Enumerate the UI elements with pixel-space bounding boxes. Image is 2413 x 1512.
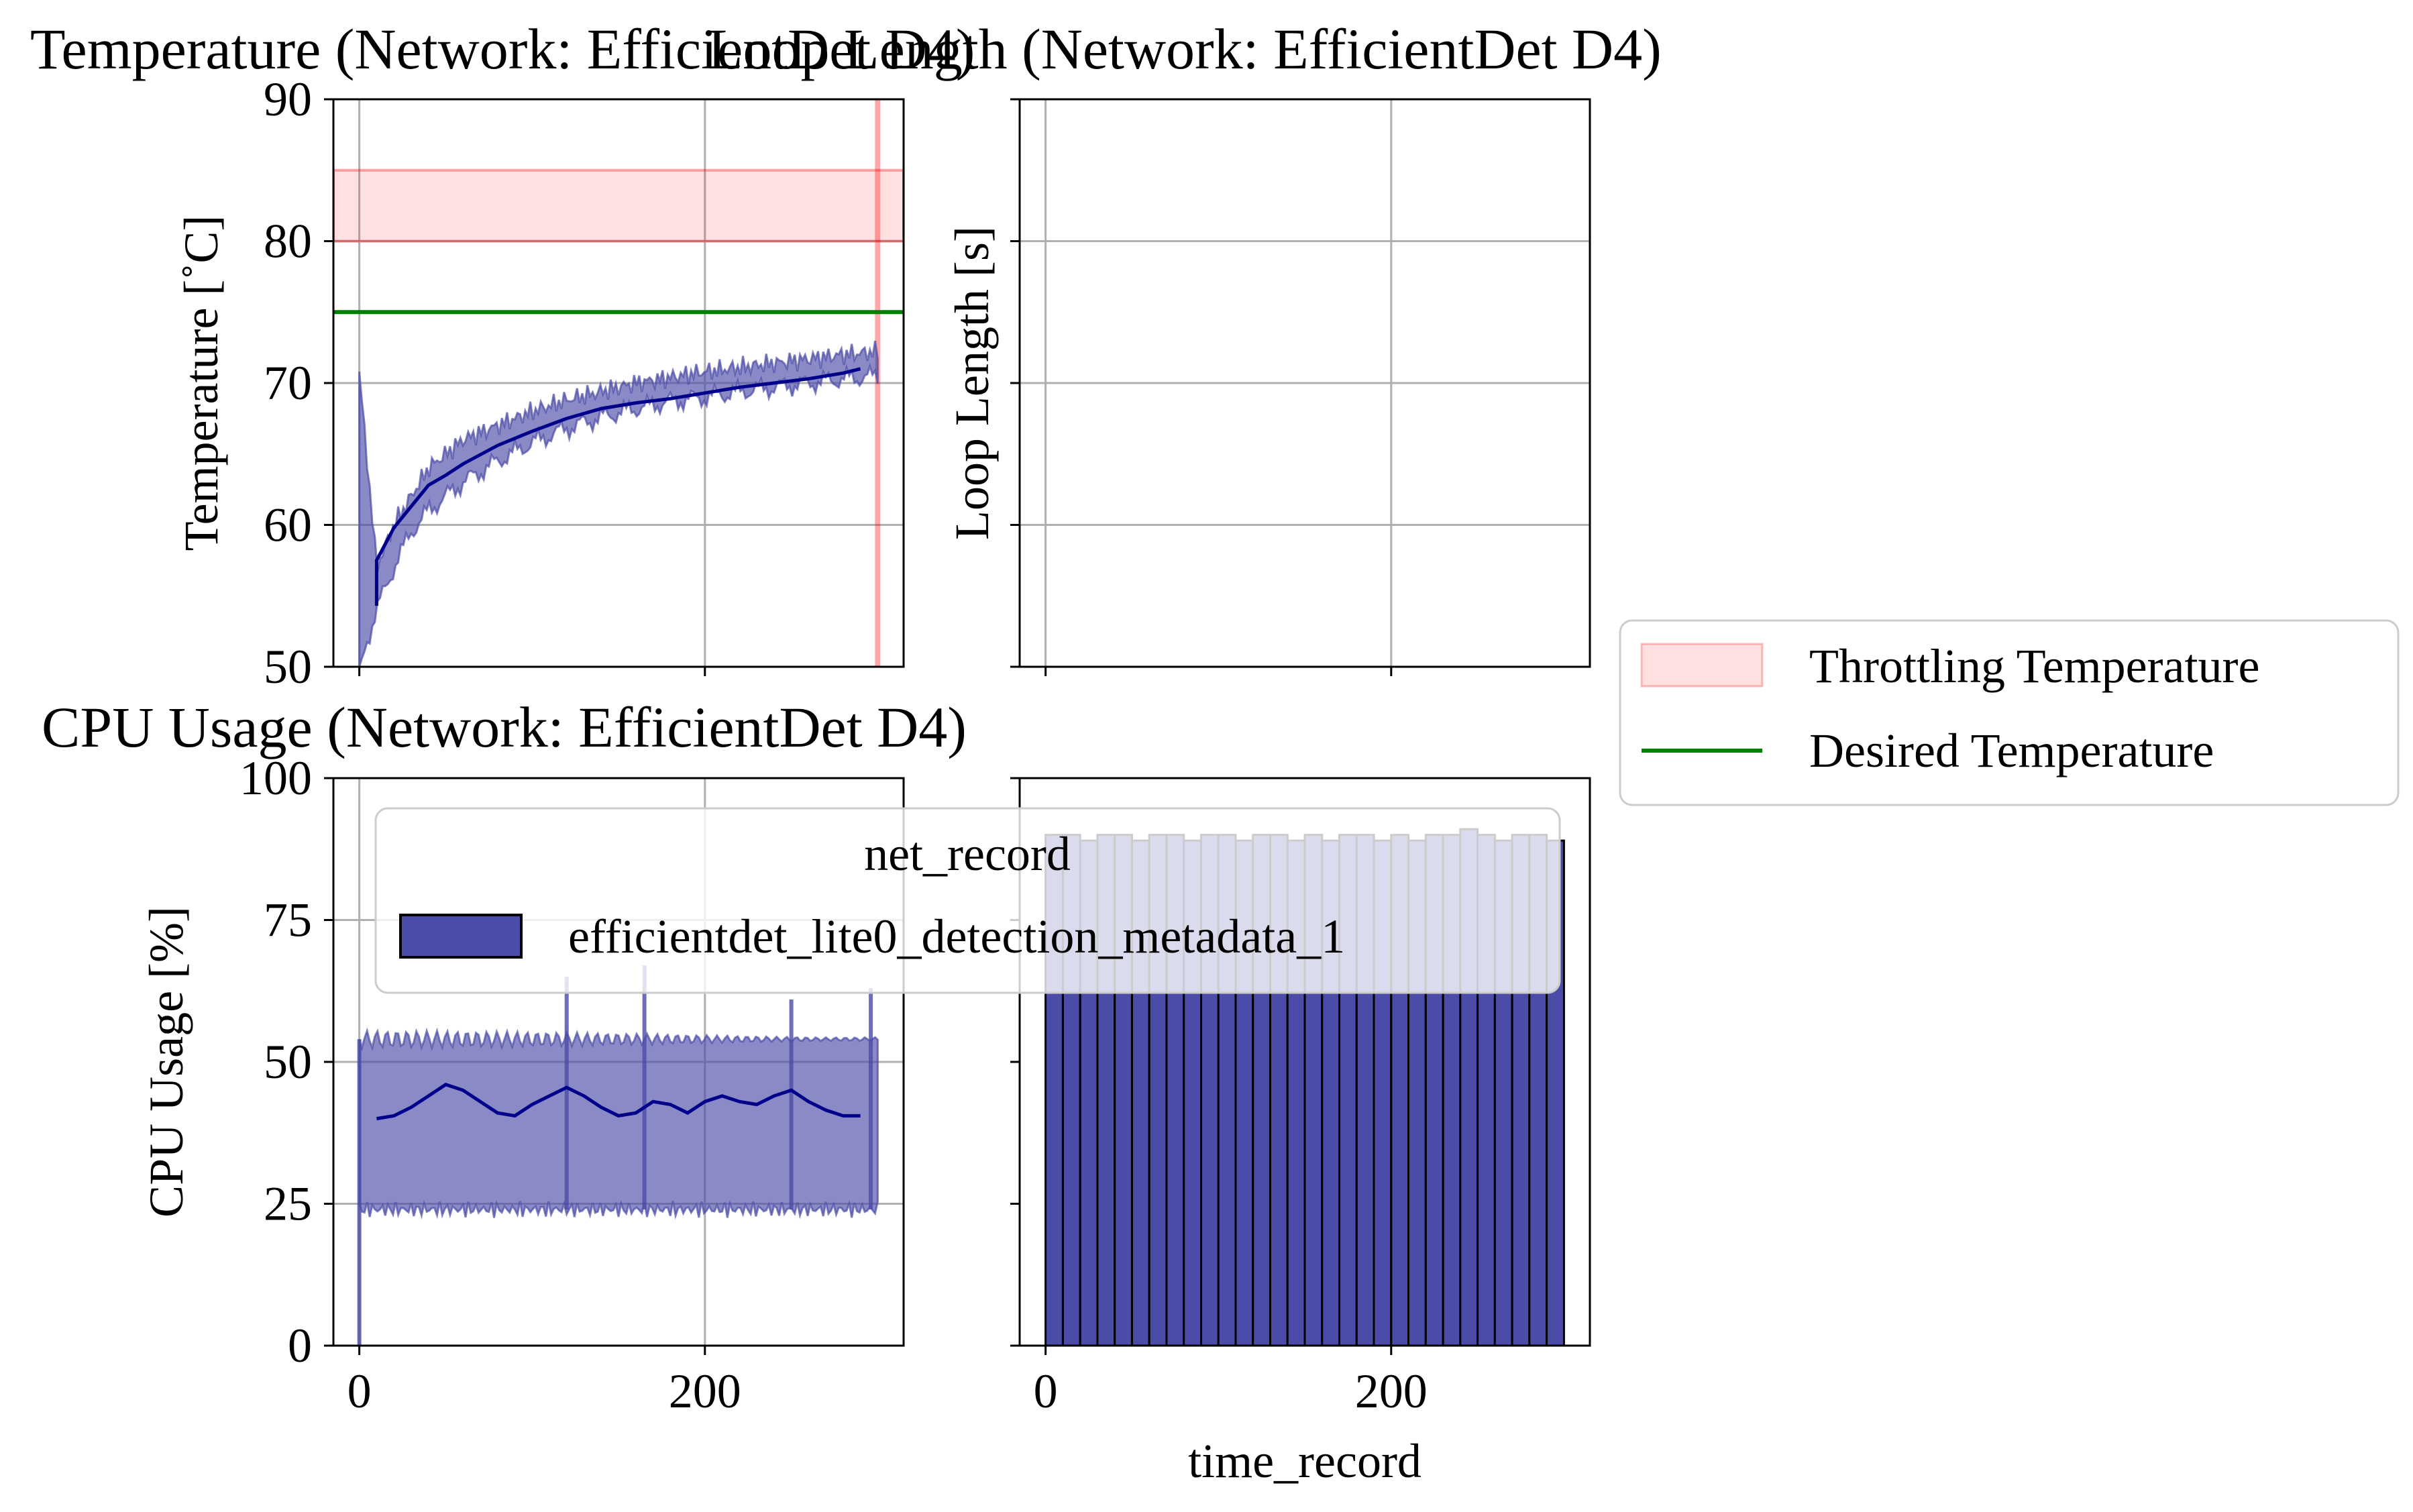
cpu-ytick-label-4: 100 [239,751,312,805]
temperature-ytick-label-1: 60 [264,498,312,552]
throttling-band [333,168,904,243]
cpu-ytick-label-0: 0 [288,1319,312,1372]
cpu-raw-band [357,965,879,1346]
temperature-panel: 50 60 70 80 90 Temperature (Network: Efficie… [30,17,975,694]
loop-length-panel: Loop Length (Network: EfficientDet D4) L… [708,17,1662,676]
histogram-xlabel: time_record [1188,1434,1422,1488]
loop-length-ylabel: Loop Length [s] [945,226,999,540]
cpu-ytick-label-3: 75 [264,894,312,947]
temperature-legend-box [1619,619,2400,806]
net-record-legend-title: net_record [864,827,1071,881]
temperature-title: Temperature (Network: EfficientDet D4) [30,17,975,81]
cpu-raw-band-area [358,1027,879,1220]
loop-length-title: Loop Length (Network: EfficientDet D4) [708,17,1662,81]
desired-legend-label: Desired Temperature [1809,724,2214,777]
cpu-xtick-label-0: 0 [347,1364,372,1418]
cpu-usage-ylabel: CPU Usage [%] [140,906,193,1218]
temperature-ytick-label-3: 80 [264,215,312,268]
throttling-legend-label: Throttling Temperature [1809,639,2259,693]
net-record-legend-patch [399,914,523,959]
cpu-ytick-label-1: 25 [264,1177,312,1231]
temperature-ytick-label-2: 70 [264,356,312,410]
histogram-panel: 0 200 time_record [1010,777,1591,1488]
temperature-ticks: 50 60 70 80 90 [264,72,706,694]
loop-length-ticks [1010,98,1393,676]
net-record-legend-box [374,807,1561,994]
cpu-ytick-label-2: 50 [264,1035,312,1089]
net-record-legend: net_record efficientdet_lite0_detection_… [374,807,1561,994]
cpu-xtick-label-1: 200 [669,1364,741,1418]
throttling-legend-swatch [1640,643,1764,688]
temperature-ytick-label-0: 50 [264,640,312,694]
temperature-rolling-mean [374,367,861,606]
histogram-xtick-label-1: 200 [1355,1364,1428,1418]
net-record-legend-label: efficientdet_lite0_detection_metadata_1 [568,910,1345,963]
cpu-rolling-mean [376,1083,861,1121]
histogram-bars [1044,828,1565,1346]
temperature-ylabel: Temperature [˚C] [174,215,228,551]
cpu-usage-ticks: 0 200 0 25 50 75 100 [239,751,741,1418]
histogram-xtick-label-0: 0 [1034,1364,1058,1418]
temperature-legend: Throttling Temperature Desired Temperatu… [1619,619,2400,806]
temperature-ytick-label-4: 90 [264,72,312,126]
cpu-usage-title: CPU Usage (Network: EfficientDet D4) [42,695,967,759]
